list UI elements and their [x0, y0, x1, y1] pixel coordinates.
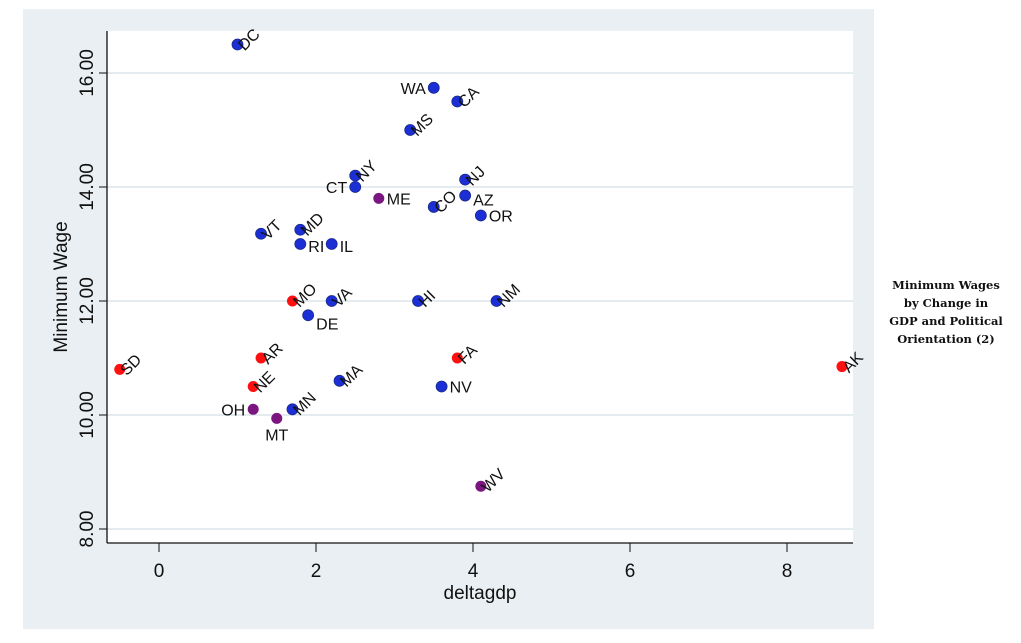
y-tick-label: 12.00 — [77, 277, 98, 325]
point-marker — [475, 480, 487, 492]
side-note-line: GDP and Political — [889, 314, 1003, 328]
y-tick-label: 16.00 — [77, 49, 98, 97]
side-note-line: by Change in — [903, 296, 989, 310]
point-marker — [373, 192, 385, 204]
point-marker — [294, 223, 307, 236]
point-label: NV — [450, 380, 473, 397]
point-marker — [294, 238, 307, 250]
side-note-line: Minimum Wages — [892, 278, 1000, 292]
point-label: IL — [340, 239, 353, 256]
x-axis-label: deltagdp — [444, 583, 517, 604]
point-marker — [255, 227, 267, 240]
data-point-mt: MT — [265, 412, 289, 444]
side-note: Minimum Wages by Change in GDP and Polit… — [876, 276, 1016, 348]
point-marker — [114, 363, 126, 375]
data-point-il: IL — [325, 238, 353, 256]
data-point-me: ME — [373, 191, 411, 208]
point-marker — [271, 412, 283, 424]
point-marker — [286, 403, 299, 416]
point-marker — [474, 209, 487, 222]
point-marker — [302, 309, 315, 322]
data-point-or: OR — [474, 209, 513, 226]
point-marker — [333, 374, 346, 387]
point-marker — [255, 352, 267, 364]
point-marker — [286, 295, 298, 307]
point-marker — [349, 181, 362, 193]
data-point-oh: OH — [221, 402, 259, 419]
point-marker — [247, 403, 259, 415]
x-tick-label: 4 — [468, 561, 479, 582]
side-note-line: Orientation (2) — [897, 332, 995, 346]
point-marker — [412, 295, 424, 307]
point-marker — [325, 295, 338, 307]
data-point-ri: RI — [294, 238, 324, 256]
point-marker — [451, 95, 464, 108]
point-marker — [325, 238, 338, 250]
point-marker — [459, 189, 472, 202]
point-label: RI — [308, 239, 324, 256]
data-point-wa: WA — [401, 81, 440, 98]
y-tick-label: 8.00 — [77, 511, 98, 548]
data-point-ct: CT — [326, 180, 362, 197]
data-point-nv: NV — [435, 380, 473, 397]
point-marker — [459, 173, 472, 186]
point-label: CT — [326, 180, 348, 197]
point-marker — [404, 124, 417, 136]
point-marker — [427, 81, 440, 94]
point-label: ME — [387, 191, 411, 208]
point-marker — [247, 381, 259, 392]
x-tick-label: 6 — [625, 561, 636, 582]
point-marker — [490, 295, 503, 307]
point-label: AZ — [473, 193, 494, 210]
point-label: OH — [221, 402, 245, 419]
plot-region — [107, 31, 853, 543]
y-axis-label: Minimum Wage — [51, 221, 72, 352]
x-tick-label: 0 — [154, 561, 165, 582]
data-point-de: DE — [302, 309, 338, 333]
y-tick-label: 14.00 — [77, 163, 98, 211]
x-tick-label: 8 — [782, 561, 793, 582]
point-label: WA — [401, 81, 427, 98]
y-tick-label: 10.00 — [77, 391, 98, 439]
x-tick-label: 2 — [311, 561, 322, 582]
point-marker — [231, 38, 244, 51]
point-marker — [435, 380, 448, 393]
data-point-az: AZ — [459, 189, 494, 210]
point-marker — [427, 201, 440, 213]
point-label: MT — [265, 427, 288, 444]
point-label: DE — [316, 316, 338, 333]
point-marker — [836, 361, 848, 373]
point-label: OR — [489, 209, 513, 226]
point-marker — [451, 352, 463, 364]
